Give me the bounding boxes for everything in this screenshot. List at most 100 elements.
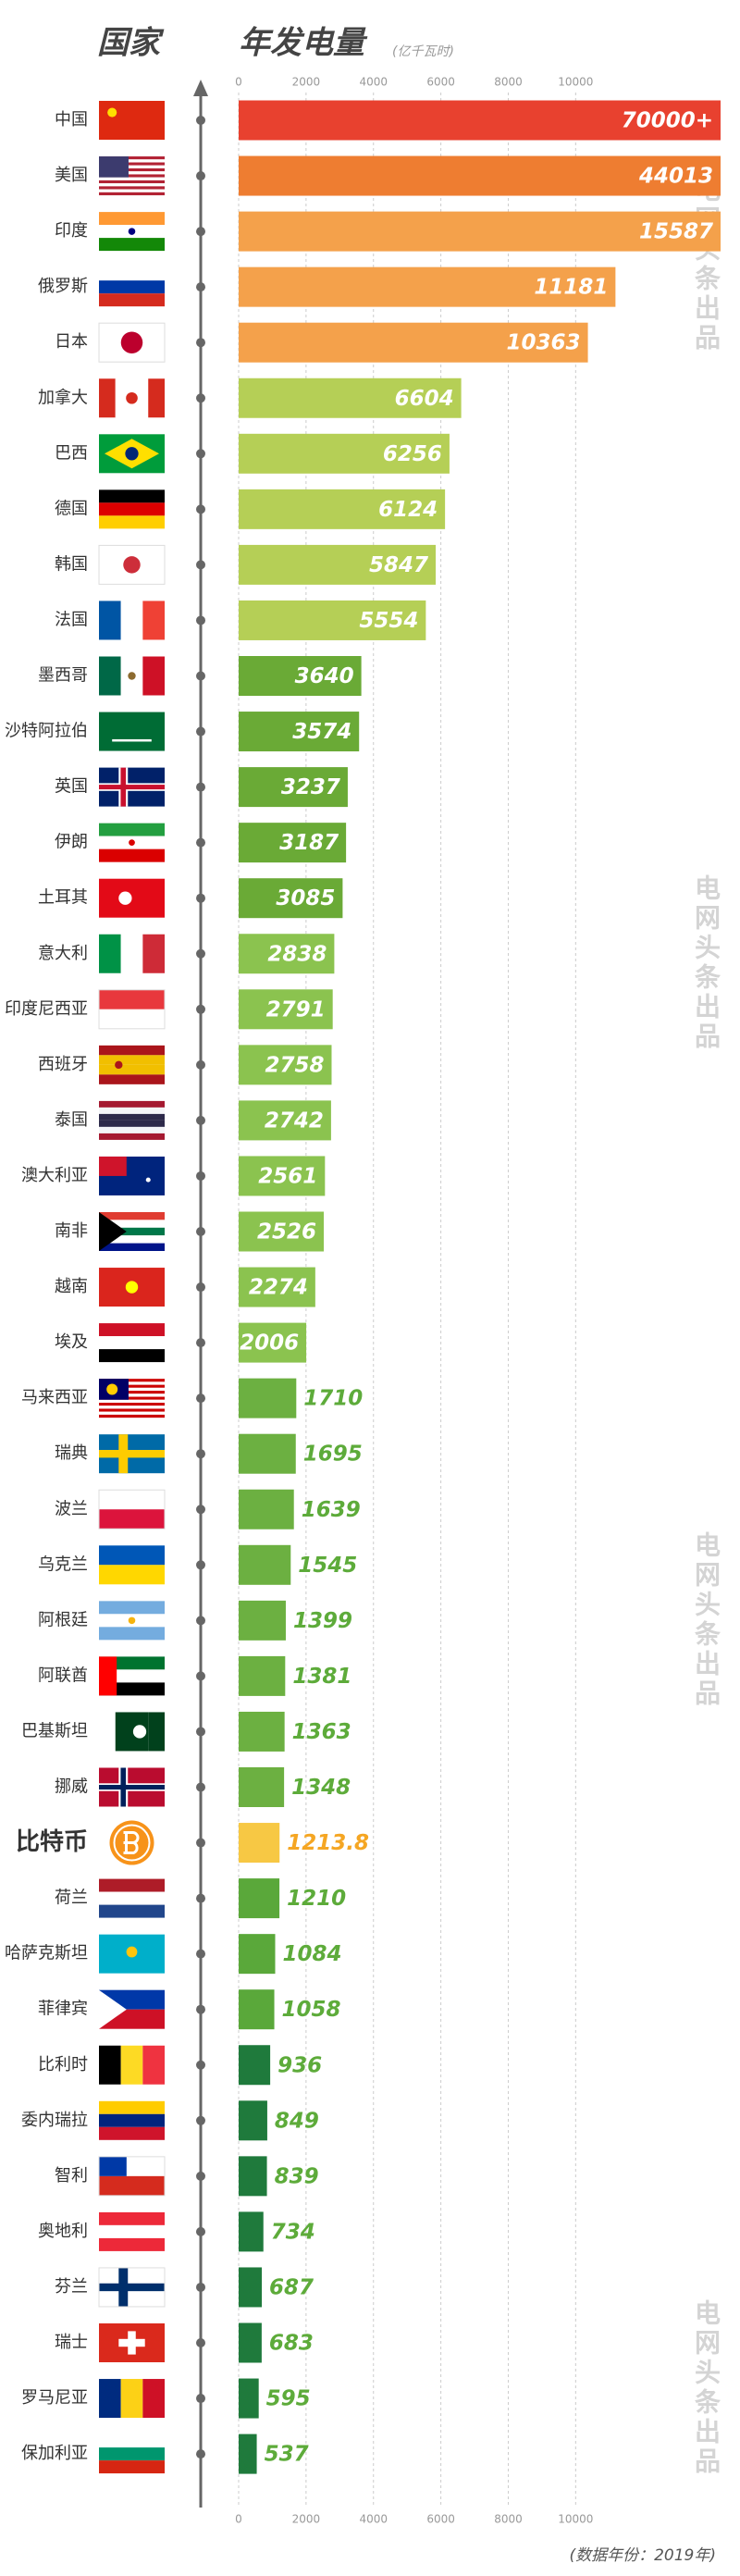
value-label: 5847 [369, 553, 428, 577]
timeline-arrow [193, 80, 208, 96]
bar [239, 2434, 257, 2474]
flag-part [99, 2447, 165, 2461]
footnote: (数据年份：2019年) [569, 2546, 716, 2565]
bar [239, 1711, 285, 1752]
bar [239, 1045, 332, 1085]
flag-part [106, 1383, 118, 1395]
watermark: 电网头条出品 [691, 2299, 722, 2477]
bar [239, 211, 721, 252]
flag-part [99, 180, 165, 184]
bar [239, 489, 446, 529]
flag-part [99, 1045, 165, 1056]
flag-part [99, 280, 165, 294]
flag-part [99, 1391, 165, 1394]
flag-part [126, 1946, 138, 1958]
category-label: 委内瑞拉 [21, 2111, 88, 2130]
flag-part [120, 2045, 143, 2085]
bar [239, 1433, 296, 1474]
flag [99, 656, 165, 696]
category-label: 印度尼西亚 [5, 999, 88, 1019]
category-label: 保加利亚 [21, 2444, 88, 2463]
value-label: 6604 [395, 387, 454, 411]
bar [239, 2378, 259, 2419]
flag-part [99, 712, 165, 751]
flag-part [99, 1323, 165, 1337]
flag [99, 1379, 165, 1418]
unit-label: (亿千瓦时) [392, 44, 454, 59]
flag-part [99, 1393, 165, 1397]
bars [239, 100, 721, 2474]
bar [239, 1878, 280, 1919]
value-label: 1695 [303, 1443, 363, 1467]
bitcoin-icon [113, 1824, 151, 1862]
value-label: 1058 [282, 1998, 341, 2022]
flag-part [99, 156, 129, 178]
category-label: 中国 [55, 110, 88, 130]
flag-part [99, 1387, 165, 1392]
timeline-dot [196, 2004, 205, 2014]
bar [239, 1100, 331, 1141]
flag-part [99, 1490, 165, 1510]
value-label: 2561 [258, 1164, 317, 1188]
flag-part [99, 515, 165, 529]
flag-part [98, 1489, 166, 1530]
category-label: 奥地利 [38, 2222, 88, 2241]
bar [239, 1322, 307, 1363]
value-label: 936 [278, 2053, 322, 2077]
x-tick-label: 8000 [494, 2513, 523, 2526]
flag [99, 1156, 165, 1195]
x-tick-label: 10000 [558, 76, 593, 89]
value-label: 1545 [298, 1554, 357, 1578]
value-label: 5554 [359, 609, 418, 633]
flag [99, 878, 165, 918]
value-label: 2758 [265, 1053, 324, 1077]
flag-part [145, 1177, 151, 1183]
flag-part [99, 189, 165, 192]
flag-part [123, 556, 141, 574]
flag [99, 267, 165, 307]
timeline-dot [196, 171, 205, 181]
value-label: 1710 [303, 1387, 363, 1411]
flag [99, 1545, 165, 1585]
flag-part [99, 212, 165, 226]
flag-part [142, 2379, 165, 2419]
timeline-dot [196, 1616, 205, 1626]
category-label: 阿根廷 [38, 1610, 88, 1629]
flag [99, 767, 165, 807]
flag [99, 2434, 165, 2474]
value-label: 1399 [293, 1609, 352, 1633]
value-label: 10363 [507, 331, 581, 355]
flag-part [99, 1212, 127, 1251]
flag-part [99, 934, 121, 973]
timeline-dot [196, 671, 205, 681]
flag [99, 1989, 165, 2029]
x-tick-label: 8000 [494, 76, 523, 89]
flag [99, 1767, 165, 1807]
timeline-dot [196, 1727, 205, 1737]
flag-part [99, 601, 121, 640]
value-label: 537 [265, 2443, 309, 2467]
bar [239, 934, 335, 974]
bar [239, 1600, 286, 1641]
flag-part [120, 331, 143, 353]
flag-part [118, 2338, 145, 2347]
bar [239, 767, 348, 808]
value-label: 683 [269, 2332, 314, 2356]
flag-part [118, 891, 132, 905]
flag-part [99, 1349, 165, 1363]
flag-part [99, 1055, 165, 1065]
flag-part [99, 177, 165, 180]
flag-part [142, 2045, 165, 2085]
flag-part [99, 1100, 165, 1108]
x-tick-label: 6000 [426, 2513, 455, 2526]
category-label: 瑞典 [55, 1443, 88, 1463]
bar [239, 2156, 267, 2197]
bar [239, 100, 721, 141]
flag-part [99, 848, 165, 862]
flag [99, 823, 165, 862]
value-label: 687 [269, 2275, 314, 2299]
flag [99, 1878, 165, 1918]
category-label: 比利时 [38, 2055, 88, 2074]
flag-part [99, 2460, 165, 2474]
